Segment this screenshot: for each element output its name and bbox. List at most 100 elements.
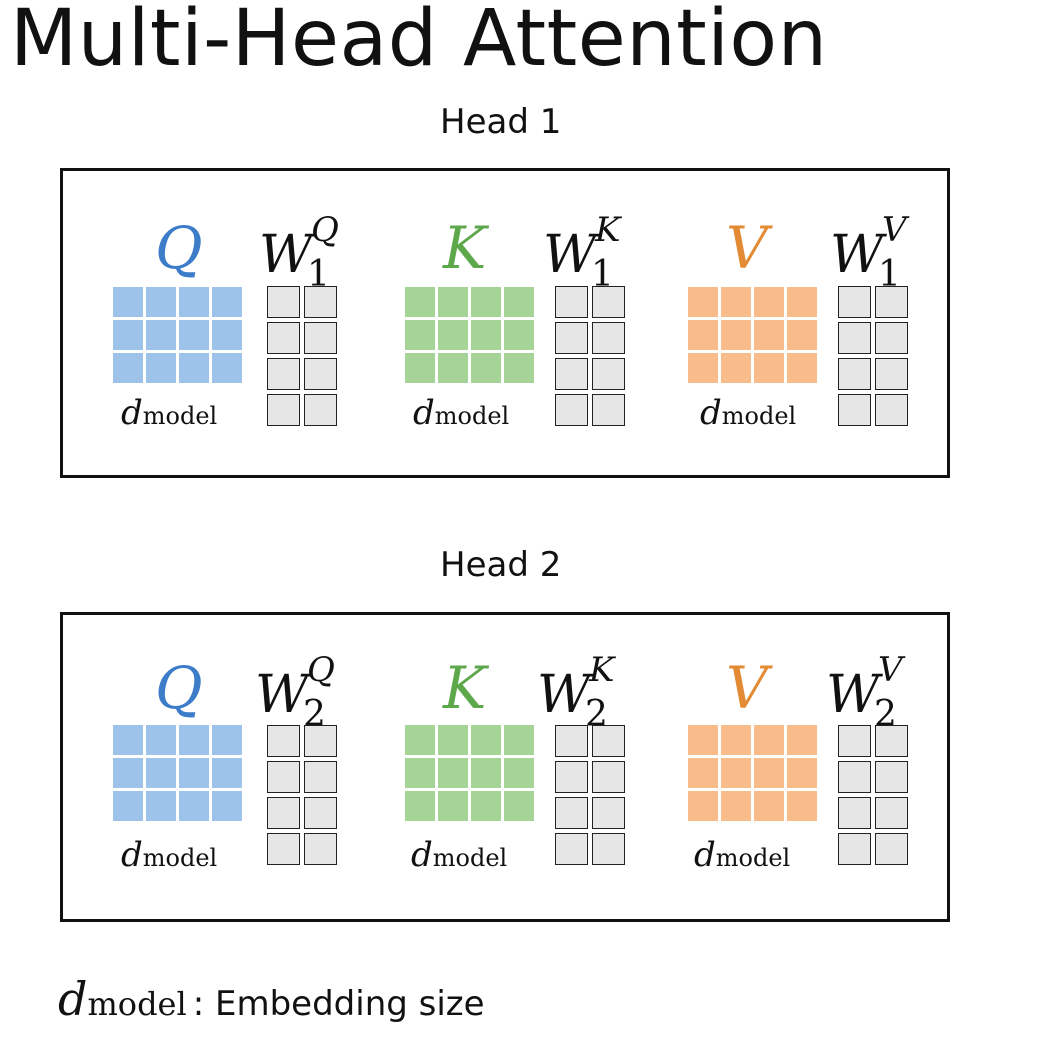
w-cell (838, 286, 871, 318)
k-cell (471, 353, 501, 383)
embedding-size-legend: dmodel: Embedding size (58, 972, 485, 1026)
v-cell (787, 287, 817, 317)
v-cell (721, 287, 751, 317)
w-cell (875, 761, 908, 793)
w-cell (555, 322, 588, 354)
model-subscript: model (721, 402, 797, 430)
k-cell (405, 791, 435, 821)
w-symbol: W (255, 665, 309, 725)
w-cell (875, 286, 908, 318)
w-cell (304, 725, 337, 757)
model-subscript: model (142, 844, 218, 872)
w-cell (592, 286, 625, 318)
w-symbol: W (259, 225, 313, 285)
k-cell (438, 758, 468, 788)
q-cell (179, 287, 209, 317)
k-cell (438, 725, 468, 755)
v-cell (754, 791, 784, 821)
k-cell (504, 725, 534, 755)
w-cell (838, 725, 871, 757)
d-symbol: d (58, 972, 88, 1026)
wq-matrix (267, 286, 337, 426)
page-title: Multi-Head Attention (10, 0, 828, 84)
w-cell (875, 833, 908, 865)
q-dmodel-label: dmodel (121, 393, 217, 433)
k-cell (471, 725, 501, 755)
w-cell (555, 761, 588, 793)
wv-matrix (838, 725, 908, 865)
v-cell (754, 353, 784, 383)
d-symbol: d (413, 393, 435, 433)
w-cell (267, 322, 300, 354)
k-cell (504, 287, 534, 317)
model-subscript: model (87, 985, 187, 1023)
w-cell (592, 725, 625, 757)
q-cell (212, 353, 242, 383)
legend-text: : Embedding size (192, 984, 485, 1024)
v-cell (721, 320, 751, 350)
k-cell (438, 353, 468, 383)
v-cell (688, 791, 718, 821)
v-cell (754, 725, 784, 755)
w-cell (267, 725, 300, 757)
q-cell (212, 725, 242, 755)
q-cell (179, 725, 209, 755)
model-subscript: model (434, 402, 510, 430)
k-cell (471, 287, 501, 317)
v-cell (721, 353, 751, 383)
v-dmodel-label: dmodel (694, 835, 790, 875)
q-cell (212, 320, 242, 350)
v-superscript: V (882, 210, 907, 250)
k-cell (504, 320, 534, 350)
d-symbol: d (694, 835, 716, 875)
w-cell (267, 394, 300, 426)
w-symbol: W (826, 665, 880, 725)
head-index: 2 (303, 694, 326, 735)
v-cell (787, 758, 817, 788)
wk-matrix (555, 725, 625, 865)
v-cell (688, 320, 718, 350)
w-cell (555, 833, 588, 865)
head-index: 1 (591, 254, 614, 295)
q-cell (113, 725, 143, 755)
q-cell (146, 320, 176, 350)
v-cell (754, 758, 784, 788)
w-cell (875, 358, 908, 390)
k-matrix (405, 725, 534, 821)
w-cell (555, 286, 588, 318)
k-cell (438, 791, 468, 821)
head-1-label: Head 1 (440, 102, 562, 142)
v-cell (787, 791, 817, 821)
w-cell (267, 358, 300, 390)
v-cell (688, 353, 718, 383)
w-cell (592, 358, 625, 390)
d-symbol: d (411, 835, 433, 875)
q-cell (179, 320, 209, 350)
head-index: 2 (585, 694, 608, 735)
d-symbol: d (121, 393, 143, 433)
k-cell (438, 320, 468, 350)
head-2-label: Head 2 (440, 545, 562, 585)
v-cell (721, 725, 751, 755)
w-cell (304, 833, 337, 865)
w-cell (875, 797, 908, 829)
w-cell (304, 761, 337, 793)
w-cell (304, 358, 337, 390)
q-matrix (113, 725, 242, 821)
d-symbol: d (121, 835, 143, 875)
v-cell (754, 287, 784, 317)
w-cell (838, 761, 871, 793)
w-cell (267, 761, 300, 793)
k-cell (504, 353, 534, 383)
k-superscript: K (595, 210, 621, 250)
v-matrix (688, 287, 817, 383)
d-symbol: d (700, 393, 722, 433)
head-index: 1 (307, 254, 330, 295)
q-cell (113, 353, 143, 383)
q-cell (179, 791, 209, 821)
k-cell (504, 791, 534, 821)
